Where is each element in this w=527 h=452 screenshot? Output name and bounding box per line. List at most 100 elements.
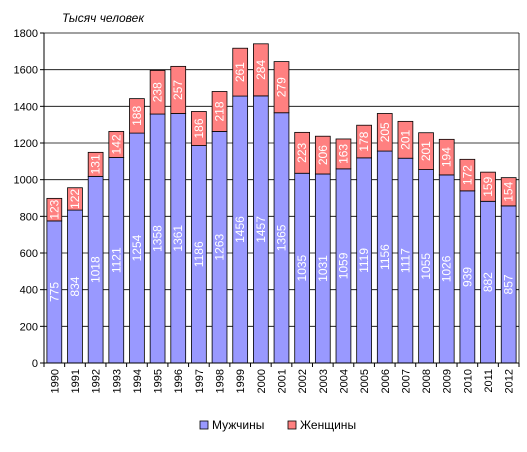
data-label-male-2010: 939 [460,267,474,287]
data-label-female-2010: 172 [460,165,474,185]
x-tick-label-2003: 2003 [318,369,330,393]
data-label-female-2009: 194 [440,147,454,167]
data-label-female-2001: 279 [275,77,289,97]
data-label-female-1999: 261 [233,62,247,82]
x-tick-label-2009: 2009 [442,369,454,393]
x-tick-label-2001: 2001 [277,369,289,393]
x-tick-label-1997: 1997 [194,369,206,393]
x-tick-label-2012: 2012 [504,369,516,393]
data-label-female-2004: 163 [336,144,350,164]
data-label-female-1994: 188 [130,106,144,126]
x-tick-label-1991: 1991 [70,369,82,393]
bar-female-2012 [500,177,517,207]
x-tick-label-1992: 1992 [91,369,103,393]
data-label-male-2007: 1117 [398,248,412,273]
x-tick-label-2005: 2005 [359,369,371,393]
bar-female-1995 [149,70,166,115]
data-label-male-1995: 1358 [151,225,165,252]
data-label-male-2003: 1031 [316,255,330,282]
y-tick-label-200: 200 [20,321,38,333]
data-label-female-2012: 154 [502,181,516,201]
bar-female-1993 [108,131,125,158]
data-label-male-2008: 1055 [419,253,433,280]
data-label-male-2009: 1026 [440,255,454,282]
data-label-male-1996: 1361 [171,225,185,252]
bar-female-1990 [46,197,63,222]
x-tick-label-2010: 2010 [462,369,474,393]
data-label-male-2001: 1365 [275,224,289,251]
data-label-male-2006: 1156 [378,244,392,270]
data-label-male-1993: 1121 [109,247,123,273]
data-label-female-2007: 201 [398,129,412,149]
bar-female-1991 [67,187,83,211]
data-label-male-2002: 1035 [295,254,309,281]
data-label-female-2011: 159 [481,176,495,196]
bar-female-2011 [480,171,496,202]
bar-female-1998 [211,91,228,132]
x-tick-label-2004: 2004 [338,369,350,393]
y-tick-label-1400: 1400 [14,101,38,113]
y-tick-label-0: 0 [32,358,38,370]
bar-female-1999 [232,47,249,97]
bar-female-2001 [273,61,290,114]
x-tick-label-2000: 2000 [256,369,268,393]
x-tick-label-1994: 1994 [132,369,144,393]
x-tick-label-2008: 2008 [421,369,433,393]
x-tick-label-1999: 1999 [235,369,247,393]
x-tick-label-2011: 2011 [483,369,495,393]
y-tick-label-1800: 1800 [14,28,38,40]
data-label-female-1997: 186 [192,118,206,138]
bar-female-2006 [376,113,393,152]
bar-female-2009 [438,138,455,176]
bar-female-1994 [129,98,145,134]
data-label-male-2000: 1457 [254,216,268,243]
bar-female-2005 [356,124,372,159]
data-label-male-2004: 1059 [336,252,350,279]
data-label-female-1990: 123 [47,199,61,219]
data-label-female-1996: 257 [171,80,185,100]
data-label-female-2008: 201 [419,141,433,161]
data-label-male-1992: 1018 [89,256,103,283]
bar-female-1996 [170,65,187,114]
bar-female-2002 [294,131,310,174]
legend-swatch-female [287,420,297,430]
data-label-male-1994: 1254 [130,234,144,261]
y-tick-label-400: 400 [20,285,38,297]
y-axis-label: Тысяч человек [62,11,145,25]
y-tick-label-600: 600 [20,248,38,260]
y-tick-label-1600: 1600 [14,65,38,77]
x-tick-label-1990: 1990 [49,369,61,393]
data-label-male-2012: 857 [502,274,516,294]
data-label-female-2002: 223 [295,142,309,162]
axes: 0 200 400 600 800 1000 1200 1400 1600 1800 1990 199… [14,28,520,393]
x-tick-label-2006: 2006 [380,369,392,393]
x-tick-label-1993: 1993 [111,369,123,393]
bar-female-2008 [418,132,434,170]
data-label-female-1991: 122 [68,189,82,209]
bar-female-2003 [314,135,331,175]
data-label-female-1998: 218 [213,101,227,121]
data-label-female-1993: 142 [109,134,123,154]
data-label-female-2006: 205 [378,122,392,142]
bar-female-2000 [253,43,269,97]
legend: Мужчины Женщины [199,418,356,432]
legend-label-male: Мужчины [212,418,264,432]
data-label-female-2000: 284 [254,60,268,80]
bar-female-1997 [191,111,207,146]
x-tick-label-1998: 1998 [215,369,227,393]
data-label-female-2003: 206 [316,145,330,165]
data-label-male-1999: 1456 [233,216,247,243]
x-tick-label-2002: 2002 [297,369,309,393]
x-tick-label-2007: 2007 [400,369,412,393]
bars: 775 123 834 122 1018 131 1121 142 1254 188 1358 238… [46,43,517,364]
data-label-female-1995: 238 [151,82,165,102]
legend-label-female: Женщины [300,418,356,432]
data-label-male-1990: 775 [47,282,61,302]
x-tick-label-1995: 1995 [153,369,165,393]
data-label-male-2005: 1119 [357,248,371,273]
y-tick-label-800: 800 [20,211,38,223]
legend-swatch-male [199,420,209,430]
bar-female-2004 [335,138,352,170]
